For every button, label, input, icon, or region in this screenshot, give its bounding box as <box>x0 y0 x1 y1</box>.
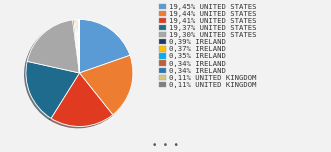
Wedge shape <box>26 61 79 118</box>
Wedge shape <box>79 19 130 73</box>
Wedge shape <box>77 19 79 73</box>
Text: • • •: • • • <box>152 142 179 150</box>
Wedge shape <box>74 20 79 73</box>
Legend: 19,45% UNITED STATES, 19,44% UNITED STATES, 19,41% UNITED STATES, 19,37% UNITED : 19,45% UNITED STATES, 19,44% UNITED STAT… <box>159 4 256 88</box>
Wedge shape <box>79 55 133 115</box>
Wedge shape <box>27 20 79 73</box>
Wedge shape <box>75 20 79 73</box>
Wedge shape <box>72 20 79 73</box>
Wedge shape <box>51 73 113 126</box>
Wedge shape <box>76 19 79 73</box>
